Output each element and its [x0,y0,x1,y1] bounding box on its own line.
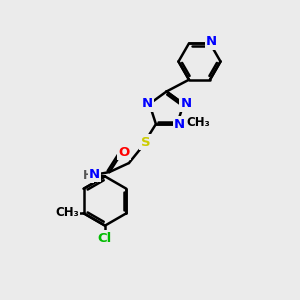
Text: N: N [181,98,192,110]
Text: S: S [141,136,150,148]
Text: Cl: Cl [98,232,112,245]
Text: N: N [89,168,100,181]
Text: CH₃: CH₃ [186,116,210,129]
Text: N: N [206,35,217,48]
Text: CH₃: CH₃ [55,206,79,219]
Text: H: H [83,169,93,182]
Text: N: N [141,98,152,110]
Text: N: N [174,118,185,130]
Text: O: O [118,146,130,159]
